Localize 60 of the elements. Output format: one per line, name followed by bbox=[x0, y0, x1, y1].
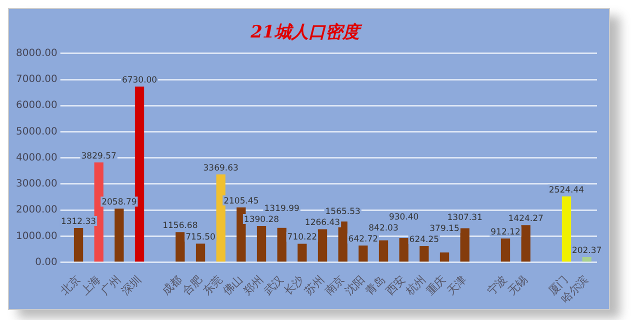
chart-title: 21城人口密度 bbox=[250, 22, 362, 43]
data-label: 2058.79 bbox=[102, 198, 137, 208]
bar bbox=[582, 257, 592, 262]
y-tick-label: 2000.00 bbox=[16, 204, 58, 216]
bar bbox=[460, 228, 470, 262]
bar bbox=[94, 162, 104, 262]
data-label: 1156.68 bbox=[162, 221, 198, 232]
data-label: 2105.45 bbox=[224, 196, 259, 206]
data-label: 1424.27 bbox=[508, 214, 544, 224]
x-tick-label: 无锡 bbox=[505, 272, 530, 298]
y-tick-label: 6000.00 bbox=[16, 100, 58, 112]
data-label: 1312.33 bbox=[60, 217, 96, 228]
data-label: 1307.31 bbox=[447, 212, 482, 223]
bar bbox=[277, 228, 286, 262]
bar bbox=[236, 207, 246, 262]
bar bbox=[134, 86, 144, 262]
x-tick-label: 武汉 bbox=[261, 272, 286, 298]
bar bbox=[358, 246, 368, 262]
bar bbox=[298, 244, 307, 262]
y-tick-label: 0.00 bbox=[35, 256, 58, 268]
y-tick-label: 8000.00 bbox=[16, 48, 58, 59]
bar bbox=[420, 246, 429, 262]
y-tick-label: 7000.00 bbox=[16, 74, 58, 86]
data-label: 379.15 bbox=[430, 224, 460, 234]
data-label: 2524.44 bbox=[548, 185, 584, 196]
bar bbox=[74, 228, 84, 262]
bar bbox=[318, 229, 328, 262]
bar bbox=[256, 226, 266, 262]
x-tick-label: 成都 bbox=[160, 272, 184, 298]
y-tick-label: 1000.00 bbox=[16, 230, 58, 242]
data-label: 6730.00 bbox=[122, 76, 158, 86]
data-label: 3369.63 bbox=[203, 163, 238, 174]
data-label: 3829.57 bbox=[81, 151, 116, 162]
bar bbox=[216, 174, 226, 262]
data-label: 842.03 bbox=[368, 224, 398, 234]
y-tick-label: 4000.00 bbox=[16, 152, 58, 164]
bar bbox=[399, 238, 408, 262]
bar bbox=[500, 238, 510, 262]
bar bbox=[114, 208, 124, 262]
data-label: 1266.43 bbox=[304, 218, 340, 228]
bar bbox=[338, 221, 348, 262]
y-tick-label: 5000.00 bbox=[16, 126, 58, 138]
bar bbox=[562, 196, 572, 262]
data-label: 202.37 bbox=[572, 246, 602, 256]
data-label: 1319.99 bbox=[264, 204, 300, 214]
data-label: 1390.28 bbox=[244, 214, 280, 225]
data-label: 624.25 bbox=[409, 234, 440, 245]
data-label: 642.72 bbox=[348, 234, 378, 244]
bar bbox=[521, 225, 530, 262]
x-tick-label: 深圳 bbox=[118, 272, 144, 298]
data-label: 930.40 bbox=[388, 212, 419, 222]
bar bbox=[176, 232, 185, 262]
data-label: 710.22 bbox=[287, 232, 318, 243]
bar bbox=[378, 240, 388, 262]
y-tick-label: 3000.00 bbox=[16, 178, 58, 190]
bar bbox=[196, 244, 206, 262]
bar bbox=[440, 252, 450, 262]
data-label: 1565.53 bbox=[325, 207, 360, 218]
data-label: 912.12 bbox=[490, 227, 520, 238]
data-label: 715.50 bbox=[186, 232, 216, 243]
